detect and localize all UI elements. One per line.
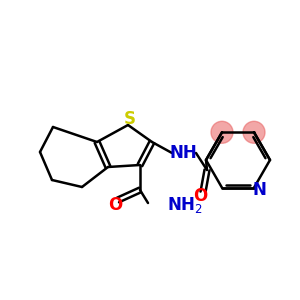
Text: O: O: [108, 196, 122, 214]
Circle shape: [243, 121, 265, 143]
Text: S: S: [124, 110, 136, 128]
Text: NH$_2$: NH$_2$: [167, 195, 203, 215]
Text: N: N: [252, 181, 266, 199]
Text: O: O: [193, 187, 207, 205]
Text: NH: NH: [169, 144, 197, 162]
Circle shape: [211, 121, 233, 143]
